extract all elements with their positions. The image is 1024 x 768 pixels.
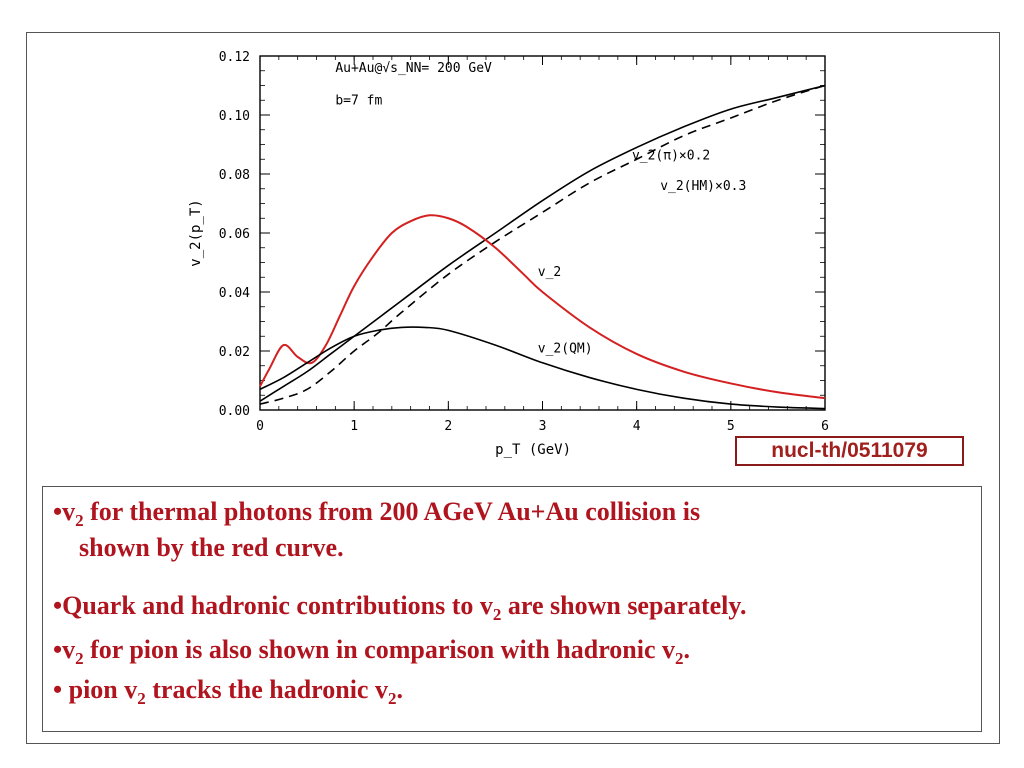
- x-tick-label: 1: [350, 419, 358, 434]
- quark-v2-line: [259, 326, 826, 410]
- plot-frame: [259, 55, 826, 411]
- x-tick-label: 5: [727, 419, 735, 434]
- pion-v2-line: [259, 84, 826, 402]
- plot-labels: 0 1 2 3 4 5 6 0.00 0.02 0.04 0.06 0.08 0.10 0.12 p_T (…: [188, 50, 829, 458]
- y-tick-label: 0.04: [219, 286, 250, 301]
- hadronic-v2-line: [259, 84, 826, 405]
- hadronic-v2-label: v_2(HM)×0.3: [660, 179, 746, 194]
- y-tick-label: 0.02: [219, 345, 250, 360]
- reference-tag: nucl-th/0511079: [735, 436, 964, 466]
- x-tick-label: 2: [444, 419, 452, 434]
- annotation-system: Au+Au@√s_NN= 200 GeV: [335, 61, 492, 76]
- notes-box: •v2 for thermal photons from 200 AGeV Au…: [42, 486, 982, 732]
- y-tick-label: 0.00: [219, 404, 250, 419]
- y-axis-label: v_2(p_T): [188, 199, 204, 266]
- y-tick-label: 0.10: [219, 109, 250, 124]
- y-tick-label: 0.06: [219, 227, 250, 242]
- x-tick-label: 4: [633, 419, 641, 434]
- y-tick-label: 0.12: [219, 50, 250, 65]
- slide-frame: [26, 32, 1000, 744]
- x-tick-label: 6: [821, 419, 829, 434]
- note-line-1: •v2 for thermal photons from 200 AGeV Au…: [53, 497, 701, 531]
- note-line-4: •v2 for pion is also shown in comparison…: [53, 635, 690, 669]
- pion-v2-label: v_2(π)×0.2: [632, 148, 710, 163]
- thermal-photon-v2-label: v_2: [538, 265, 561, 280]
- v2-chart: 0 1 2 3 4 5 6 0.00 0.02 0.04 0.06 0.08 0.10 0.12 p_T (…: [188, 50, 829, 458]
- note-line-3: •Quark and hadronic contributions to v2 …: [53, 591, 747, 625]
- plot-series: [259, 84, 826, 410]
- x-tick-label: 3: [539, 419, 547, 434]
- thermal-photon-v2-line: [259, 214, 826, 400]
- y-tick-label: 0.08: [219, 168, 250, 183]
- note-line-2: shown by the red curve.: [79, 533, 344, 562]
- x-tick-label: 0: [256, 419, 264, 434]
- x-axis-label: p_T (GeV): [495, 442, 571, 458]
- plot-axes: [259, 55, 826, 411]
- note-line-5: • pion v2 tracks the hadronic v2.: [53, 675, 403, 709]
- annotation-impact: b=7 fm: [335, 94, 382, 109]
- quark-v2-label: v_2(QM): [538, 341, 593, 356]
